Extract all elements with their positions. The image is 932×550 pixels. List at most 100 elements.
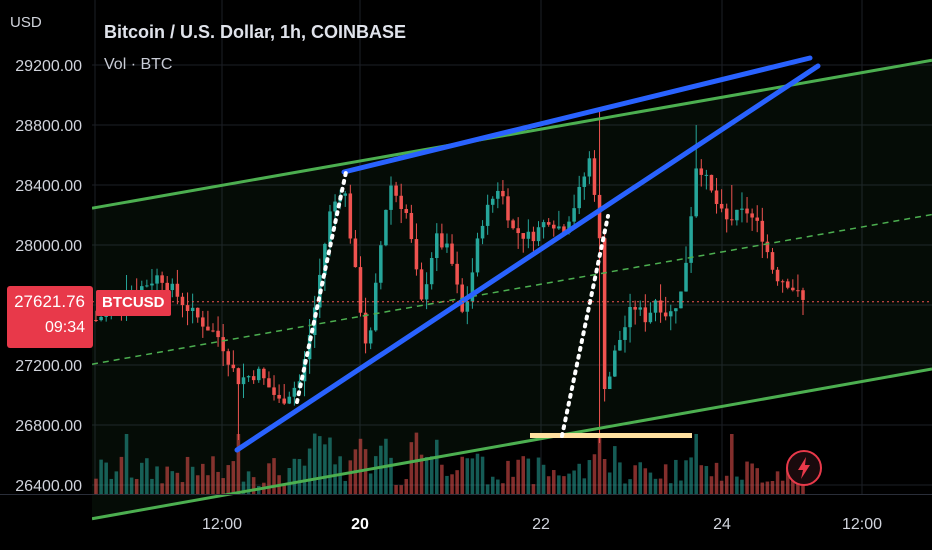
price-tick-label: 28000.00 <box>15 238 82 255</box>
candle-body <box>719 203 724 209</box>
lightning-bolt-icon <box>798 457 810 479</box>
volume-bar <box>709 476 714 494</box>
price-tick-label: 27200.00 <box>15 358 82 375</box>
volume-bar <box>241 481 246 494</box>
candle-body <box>714 190 719 204</box>
candle-body <box>607 376 612 390</box>
volume-bar <box>323 444 327 494</box>
candle-body <box>546 222 551 225</box>
candle-body <box>246 376 251 378</box>
volume-bar <box>770 481 775 494</box>
volume-bar <box>236 434 241 494</box>
volume-bar <box>267 463 271 494</box>
volume-bar <box>735 476 739 494</box>
volume-bar <box>246 471 251 494</box>
price-axis[interactable]: 29200.0028800.0028400.0028000.0027600.00… <box>0 0 92 550</box>
volume-bar <box>318 436 322 494</box>
volume-bar <box>424 457 429 494</box>
candle-body <box>658 300 663 313</box>
candle-body <box>419 269 424 300</box>
volume-bar <box>648 472 653 494</box>
volume-bar <box>119 456 124 494</box>
volume-bar <box>501 483 505 494</box>
volume-bar <box>628 479 632 494</box>
candle-body <box>241 377 246 385</box>
time-tick-label: 22 <box>532 516 550 533</box>
volume-bar <box>552 470 556 494</box>
volume-bar <box>521 456 526 494</box>
candle-body <box>618 339 622 351</box>
volume-bar <box>129 477 134 494</box>
symbol-title[interactable]: Bitcoin / U.S. Dollar, 1h, COINBASE <box>104 22 407 42</box>
candle-body <box>211 330 215 332</box>
volume-indicator-label[interactable]: Vol · BTC <box>104 56 173 73</box>
volume-bar <box>414 432 419 494</box>
volume-bar <box>577 463 581 494</box>
candle-body <box>160 275 164 283</box>
last-price-tag: 27621.76 09:34 <box>7 286 93 348</box>
candle-body <box>465 301 470 312</box>
volume-bar <box>185 456 190 494</box>
candle-body <box>511 220 515 229</box>
volume-bar <box>399 485 403 494</box>
candle-body <box>730 219 734 221</box>
candle-body <box>770 252 775 270</box>
volume-bar <box>180 482 185 494</box>
candle-body <box>628 306 632 328</box>
candle-body <box>180 296 185 306</box>
volume-bar <box>775 471 780 494</box>
volume-bar <box>455 470 459 494</box>
candle-body <box>521 233 526 239</box>
candle-body <box>206 326 210 331</box>
volume-bar <box>597 434 602 494</box>
channel-lower-line[interactable] <box>91 367 932 521</box>
projection-dotted-line[interactable] <box>560 214 610 438</box>
volume-bar <box>328 437 332 494</box>
volume-bar <box>251 477 256 494</box>
volume-bar <box>572 470 576 494</box>
volume-bar <box>592 454 597 494</box>
time-axis[interactable]: 12:00 20 22 24 12:00 <box>0 494 932 534</box>
volume-bar <box>506 460 510 494</box>
price-axis-bg <box>0 0 92 550</box>
candle-body <box>501 190 505 197</box>
candle-body <box>429 258 434 285</box>
alert-button[interactable] <box>786 450 822 486</box>
candle-body <box>745 208 749 214</box>
candle-body <box>638 307 643 310</box>
volume-bar <box>760 482 765 494</box>
volume-bar <box>282 483 286 494</box>
candle-body <box>582 176 587 187</box>
volume-bar <box>745 461 749 494</box>
volume-bar <box>623 483 627 494</box>
candle-body <box>679 291 683 309</box>
candle-body <box>379 245 383 283</box>
candle-body <box>373 282 378 331</box>
volume-bar <box>567 473 571 494</box>
volume-bar <box>211 456 215 494</box>
volume-bar <box>155 466 159 494</box>
wedge-lower-line[interactable] <box>234 63 821 453</box>
volume-bar <box>114 471 119 494</box>
candle-body <box>801 290 805 300</box>
volume-bar <box>643 468 648 494</box>
volume-bar <box>94 478 98 494</box>
projection-dotted-line[interactable] <box>295 170 348 404</box>
candle-body <box>480 225 485 239</box>
drawing-annotations[interactable] <box>91 55 932 521</box>
volume-bars <box>94 432 805 494</box>
symbol-price-label: BTCUSD <box>96 290 171 316</box>
volume-bar <box>445 475 449 494</box>
volume-bar <box>546 476 551 494</box>
volume-bar <box>99 459 103 494</box>
volume-bar <box>297 459 302 494</box>
volume-bar <box>485 484 490 494</box>
candle-body <box>750 213 754 218</box>
time-tick-label: 24 <box>713 516 731 533</box>
candle-body <box>399 195 403 210</box>
volume-bar <box>404 479 409 494</box>
candle-body <box>328 211 332 244</box>
candle-body <box>562 226 566 233</box>
wedge-upper-line[interactable] <box>341 55 813 175</box>
